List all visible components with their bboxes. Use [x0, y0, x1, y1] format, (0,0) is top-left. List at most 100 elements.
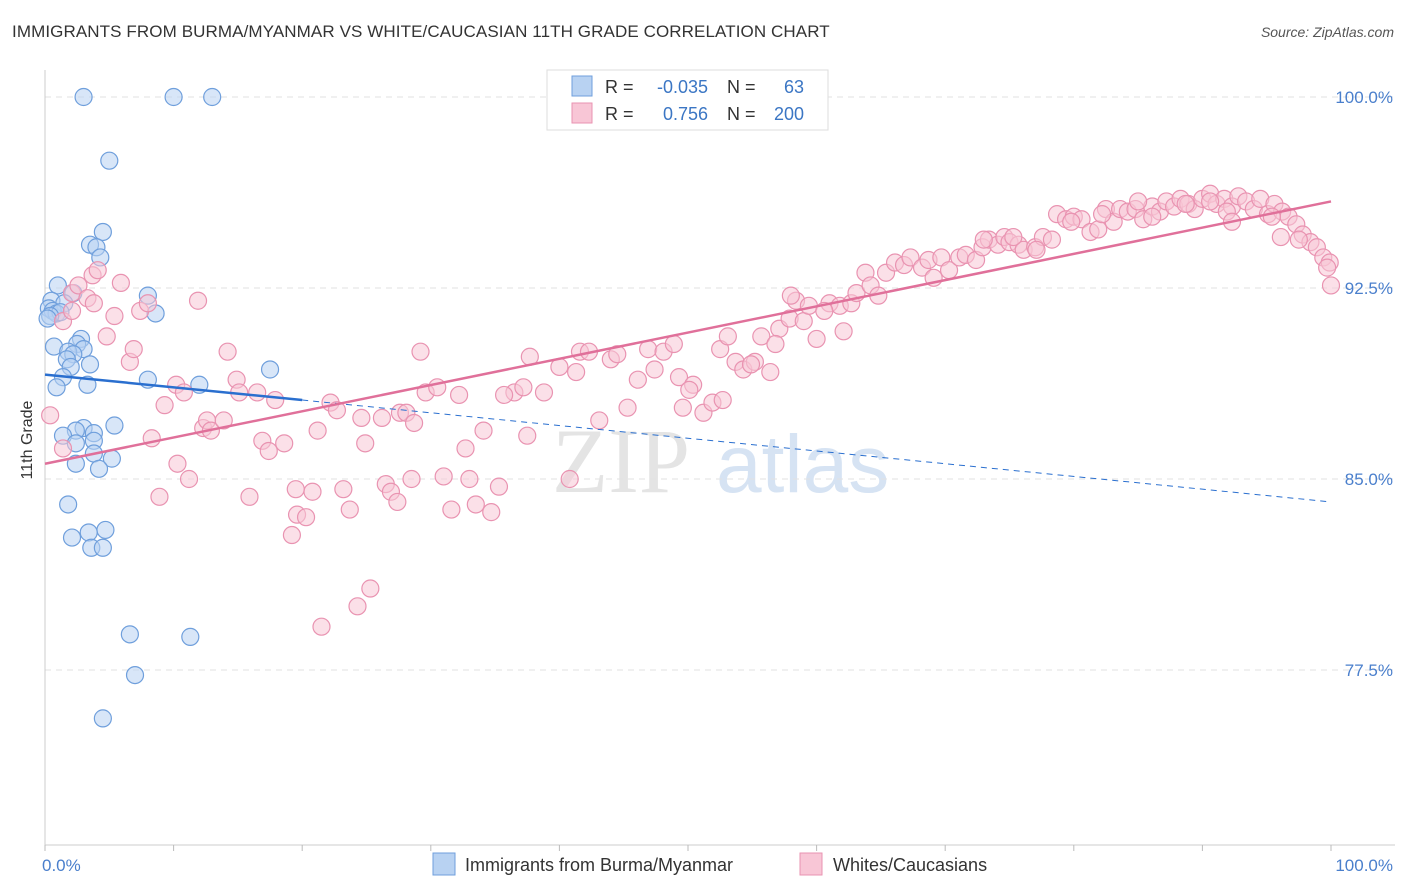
whites-point-21: [168, 454, 187, 473]
whites-point-28: [214, 411, 233, 430]
whites-point-37: [275, 434, 294, 453]
whites-point-11: [111, 273, 130, 293]
whites-point-94: [673, 398, 692, 417]
burma-point-4: [93, 222, 112, 242]
burma-point-3: [100, 151, 119, 170]
stats-legend-swatch-blue: [571, 75, 593, 97]
whites-point-42: [303, 482, 322, 501]
whites-point-186: [1318, 258, 1337, 277]
burma-trend-line: [44, 373, 303, 402]
burma-point-8: [48, 276, 67, 295]
stats-legend-swatch-pink: [571, 102, 593, 124]
whites-point-50: [356, 434, 375, 453]
whites-point-181: [1143, 207, 1162, 226]
whites-point-196: [781, 286, 800, 305]
whites-point-185: [1289, 230, 1308, 249]
whites-point-99: [718, 327, 737, 346]
whites-point-200: [680, 380, 699, 399]
whites-point-3: [62, 301, 82, 321]
whites-point-75: [518, 426, 537, 445]
whites-point-183: [974, 230, 993, 249]
watermark-atlas: atlas: [716, 419, 889, 510]
chart-title: IMMIGRANTS FROM BURMA/MYANMAR VS WHITE/C…: [12, 22, 830, 41]
whites-point-35: [259, 441, 278, 461]
stats-n-label-pink: N =: [727, 104, 756, 124]
whites-point-197: [766, 334, 785, 354]
burma-trend-dashed: [302, 399, 1332, 503]
stats-n-value-pink: 200: [774, 104, 804, 124]
burma-point-27: [80, 355, 100, 374]
whites-point-146: [1089, 220, 1108, 239]
burma-point-45: [89, 459, 109, 478]
whites-point-24: [188, 291, 208, 310]
series-legend: Immigrants from Burma/Myanmar Whites/Cau…: [432, 852, 987, 876]
x-tick-labels: 0.0% 100.0%: [42, 856, 1393, 875]
whites-point-180: [1201, 192, 1220, 211]
burma-point-47: [96, 520, 115, 540]
whites-point-14: [124, 340, 143, 359]
burma-point-0: [74, 87, 93, 107]
x-tick-label-1: 100.0%: [1335, 856, 1393, 875]
whites-point-179: [1321, 276, 1341, 295]
whites-point-90: [645, 360, 664, 379]
stats-r-label-blue: R =: [605, 77, 634, 97]
burma-point-34: [260, 360, 280, 379]
whites-point-191: [1092, 205, 1112, 224]
whites-point-23: [179, 469, 199, 489]
burma-point-35: [105, 416, 124, 435]
y-tick-label-1: 92.5%: [1345, 279, 1393, 298]
whites-point-69: [466, 495, 485, 514]
whites-point-103: [752, 327, 771, 346]
stats-r-value-blue: -0.035: [657, 77, 708, 97]
whites-point-192: [1062, 212, 1081, 231]
whites-point-12: [97, 327, 116, 346]
burma-point-32: [78, 375, 97, 394]
legend-label-whites: Whites/Caucasians: [833, 855, 987, 875]
burma-point-53: [181, 627, 200, 646]
stats-r-label-pink: R =: [605, 104, 634, 124]
burma-point-51: [93, 538, 112, 557]
whites-point-44: [312, 617, 331, 636]
whites-point-76: [514, 378, 533, 397]
stats-n-label-blue: N =: [727, 77, 756, 97]
burma-point-18: [38, 309, 57, 328]
whites-point-88: [628, 370, 647, 389]
whites-point-52: [361, 579, 380, 598]
whites-point-84: [590, 411, 609, 430]
whites-point-187: [1271, 227, 1290, 247]
whites-point-80: [560, 469, 579, 489]
whites-point-49: [352, 408, 371, 427]
stats-legend: R = -0.035 N = 63 R = 0.756 N = 200: [546, 69, 829, 131]
whites-point-193: [1027, 240, 1046, 259]
series-burma-points: [38, 87, 280, 728]
whites-point-5: [69, 276, 88, 295]
whites-point-9: [84, 294, 103, 313]
whites-point-38: [282, 525, 302, 545]
whites-point-8: [88, 261, 107, 280]
whites-point-71: [482, 503, 501, 522]
whites-point-18: [150, 487, 169, 506]
whites-point-1: [53, 439, 73, 458]
whites-point-39: [286, 480, 305, 499]
whites-point-19: [155, 396, 174, 415]
whites-point-10: [105, 306, 124, 326]
whites-point-199: [713, 390, 732, 410]
whites-point-60: [404, 413, 424, 433]
whites-point-16: [138, 294, 157, 313]
whites-point-86: [608, 345, 627, 364]
whites-point-36: [266, 390, 285, 410]
whites-point-0: [41, 406, 60, 425]
whites-point-59: [402, 469, 421, 489]
whites-point-29: [218, 342, 237, 361]
burma-point-1: [164, 87, 183, 107]
whites-point-198: [741, 355, 761, 374]
burma-point-55: [93, 709, 112, 728]
whites-point-66: [449, 385, 469, 405]
whites-point-67: [456, 439, 475, 458]
whites-point-93: [669, 368, 689, 387]
axes: [44, 70, 1395, 851]
whites-point-78: [534, 383, 554, 402]
burma-point-49: [62, 528, 82, 547]
burma-point-46: [59, 495, 78, 514]
